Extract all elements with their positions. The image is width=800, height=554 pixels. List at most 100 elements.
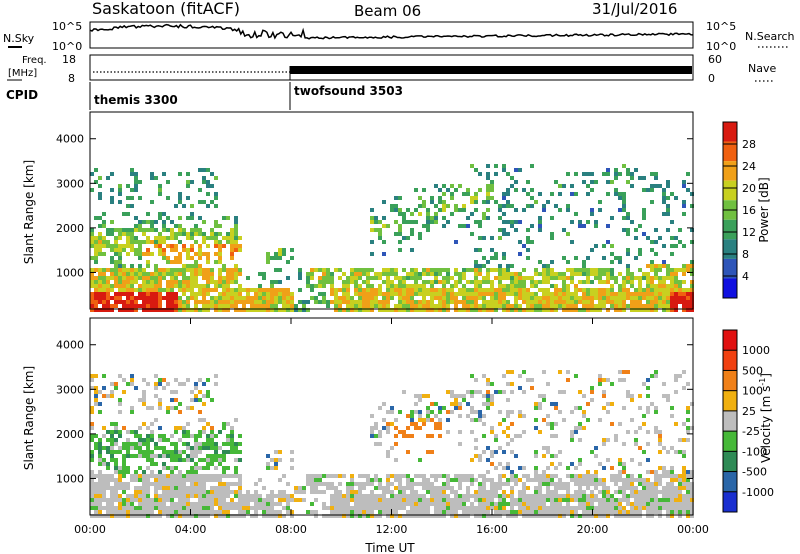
heatmap-cell xyxy=(630,394,634,398)
heatmap-cell xyxy=(150,220,154,224)
heatmap-cell xyxy=(654,264,658,268)
heatmap-cell xyxy=(658,288,662,292)
heatmap-cell xyxy=(654,486,658,490)
heatmap-cell xyxy=(610,510,614,514)
heatmap-cell xyxy=(618,196,622,200)
heatmap-cell xyxy=(430,280,434,284)
heatmap-cell xyxy=(602,390,606,394)
heatmap-cell xyxy=(162,474,166,478)
heatmap-cell xyxy=(662,264,666,268)
heatmap-cell xyxy=(502,228,506,232)
heatmap-cell xyxy=(506,410,510,414)
heatmap-cell xyxy=(466,304,470,308)
heatmap-cell xyxy=(558,478,562,482)
heatmap-cell xyxy=(366,502,370,506)
heatmap-cell xyxy=(634,430,638,434)
heatmap-cell xyxy=(418,232,422,236)
colorbar-tick-label: 20 xyxy=(742,182,756,195)
heatmap-cell xyxy=(98,280,102,284)
heatmap-cell xyxy=(286,300,290,304)
heatmap-cell xyxy=(510,474,514,478)
heatmap-cell xyxy=(530,292,534,296)
heatmap-cell xyxy=(482,498,486,502)
heatmap-cell xyxy=(226,236,230,240)
heatmap-cell xyxy=(674,390,678,394)
freq-unit-label: [MHz] xyxy=(8,68,37,79)
heatmap-cell xyxy=(530,204,534,208)
heatmap-cell xyxy=(462,276,466,280)
heatmap-cell xyxy=(110,260,114,264)
heatmap-cell xyxy=(678,268,682,272)
heatmap-cell xyxy=(674,280,678,284)
heatmap-cell xyxy=(214,288,218,292)
heatmap-cell xyxy=(382,280,386,284)
heatmap-cell xyxy=(202,176,206,180)
heatmap-cell xyxy=(534,402,538,406)
heatmap-cell xyxy=(458,482,462,486)
heatmap-cell xyxy=(450,510,454,514)
heatmap-cell xyxy=(370,252,374,256)
heatmap-cell xyxy=(402,292,406,296)
heatmap-cell xyxy=(114,442,118,446)
heatmap-cell xyxy=(638,268,642,272)
heatmap-cell xyxy=(390,410,394,414)
heatmap-cell xyxy=(618,470,622,474)
heatmap-cell xyxy=(602,244,606,248)
heatmap-cell xyxy=(226,216,230,220)
heatmap-cell xyxy=(414,506,418,510)
heatmap-cell xyxy=(198,510,202,514)
heatmap-cell xyxy=(618,300,622,304)
heatmap-cell xyxy=(494,172,498,176)
heatmap-cell xyxy=(102,292,106,296)
heatmap-cell xyxy=(210,506,214,510)
heatmap-cell xyxy=(406,450,410,454)
heatmap-cell xyxy=(382,240,386,244)
heatmap-cell xyxy=(562,300,566,304)
heatmap-cell xyxy=(490,494,494,498)
heatmap-cell xyxy=(502,502,506,506)
heatmap-cell xyxy=(150,450,154,454)
heatmap-cell xyxy=(134,386,138,390)
heatmap-cell xyxy=(514,272,518,276)
heatmap-cell xyxy=(170,442,174,446)
heatmap-cell xyxy=(414,292,418,296)
heatmap-cell xyxy=(166,510,170,514)
heatmap-cell xyxy=(198,232,202,236)
heatmap-cell xyxy=(406,494,410,498)
heatmap-cell xyxy=(426,498,430,502)
heatmap-cell xyxy=(134,300,138,304)
heatmap-cell xyxy=(274,510,278,514)
heatmap-cell xyxy=(418,300,422,304)
heatmap-cell xyxy=(666,502,670,506)
heatmap-cell xyxy=(238,268,242,272)
heatmap-cell xyxy=(602,510,606,514)
heatmap-cell xyxy=(514,474,518,478)
heatmap-cell xyxy=(102,296,106,300)
heatmap-cell xyxy=(622,164,626,168)
heatmap-cell xyxy=(550,422,554,426)
heatmap-cell xyxy=(490,284,494,288)
heatmap-cell xyxy=(502,510,506,514)
heatmap-cell xyxy=(338,300,342,304)
heatmap-cell xyxy=(550,216,554,220)
heatmap-cell xyxy=(218,502,222,506)
heatmap-cell xyxy=(538,502,542,506)
heatmap-cell xyxy=(662,394,666,398)
heatmap-cell xyxy=(526,474,530,478)
heatmap-cell xyxy=(90,410,94,414)
heatmap-cell xyxy=(114,244,118,248)
heatmap-cell xyxy=(590,386,594,390)
heatmap-cell xyxy=(246,494,250,498)
heatmap-cell xyxy=(514,292,518,296)
heatmap-cell xyxy=(286,506,290,510)
heatmap-cell xyxy=(146,220,150,224)
heatmap-cell xyxy=(626,370,630,374)
heatmap-cell xyxy=(398,490,402,494)
heatmap-cell xyxy=(146,494,150,498)
heatmap-cell xyxy=(130,506,134,510)
heatmap-cell xyxy=(574,284,578,288)
heatmap-cell xyxy=(126,510,130,514)
heatmap-cell xyxy=(622,304,626,308)
heatmap-cell xyxy=(438,506,442,510)
heatmap-cell xyxy=(262,296,266,300)
